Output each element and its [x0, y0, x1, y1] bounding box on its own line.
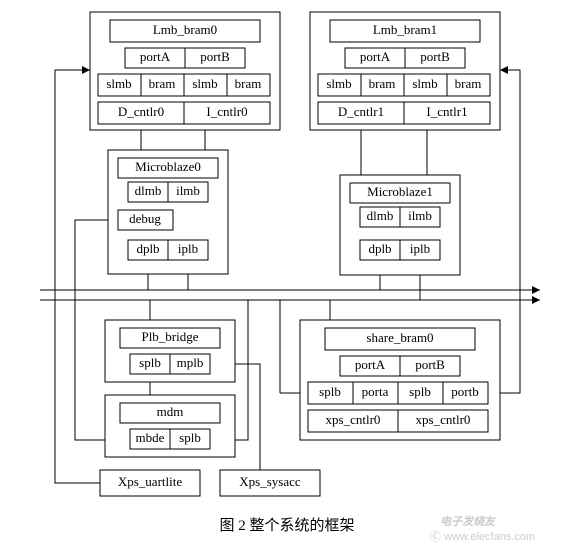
mb1-dplb: dplb [368, 241, 391, 256]
bram1-porta: portA [360, 49, 391, 64]
bram0-title: Lmb_bram0 [153, 22, 217, 37]
conn-left-outer [55, 70, 100, 483]
bram0-cell1: bram [149, 76, 176, 91]
bram0-cell0: slmb [106, 76, 131, 91]
share-porta: portA [355, 357, 386, 372]
mb0-ilmb: ilmb [176, 183, 200, 198]
bram1-cell0: slmb [326, 76, 351, 91]
plb-mplb: mplb [177, 355, 204, 370]
bram0-cell2: slmb [192, 76, 217, 91]
bram1-portb: portB [420, 49, 450, 64]
mb1-iplb: iplb [410, 241, 430, 256]
share-cell1: porta [362, 384, 389, 399]
plb-title: Plb_bridge [141, 329, 198, 344]
mb1-dlmb: dlmb [367, 208, 394, 223]
mdm-title: mdm [157, 404, 184, 419]
watermark-1: 电子发烧友 [440, 515, 497, 528]
bram0-porta: portA [140, 49, 171, 64]
bram0-icntlr: I_cntlr0 [206, 104, 247, 119]
watermark-2: Ⓒ www.elecfans.com [430, 530, 535, 543]
share-portb: portB [415, 357, 445, 372]
bram1-dcntlr: D_cntlr1 [338, 104, 384, 119]
arrow-bus2 [532, 296, 540, 304]
system-diagram: Lmb_bram0 portA portB slmb bram slmb bra… [0, 0, 574, 559]
bram1-cell2: slmb [412, 76, 437, 91]
mdm-splb: splb [179, 430, 201, 445]
mb0-debug: debug [129, 211, 161, 226]
conn-right-outer [500, 70, 520, 393]
mdm-mbde: mbde [136, 430, 165, 445]
arrow-left-outer [82, 66, 90, 74]
bram0-portb: portB [200, 49, 230, 64]
bram1-icntlr: I_cntlr1 [426, 104, 467, 119]
bram0-cell3: bram [235, 76, 262, 91]
uartlite: Xps_uartlite [118, 474, 182, 489]
mb0-iplb: iplb [178, 241, 198, 256]
mb0-dlmb: dlmb [135, 183, 162, 198]
conn-mdm-bus [235, 300, 248, 440]
share-title: share_bram0 [366, 330, 433, 345]
sysacc: Xps_sysacc [239, 474, 301, 489]
mb0-dplb: dplb [136, 241, 159, 256]
share-cell3: portb [451, 384, 478, 399]
share-xps1: xps_cntlr0 [416, 412, 471, 427]
bram1-title: Lmb_bram1 [373, 22, 437, 37]
bram0-dcntlr: D_cntlr0 [118, 104, 164, 119]
conn-mb0-mdm [75, 220, 108, 440]
mb1-ilmb: ilmb [408, 208, 432, 223]
mb1-title: Microblaze1 [367, 184, 433, 199]
share-xps0: xps_cntlr0 [326, 412, 381, 427]
bram1-cell1: bram [369, 76, 396, 91]
plb-splb: splb [139, 355, 161, 370]
arrow-bus1 [532, 286, 540, 294]
figure-caption: 图 2 整个系统的框架 [219, 517, 354, 534]
share-cell0: splb [319, 384, 341, 399]
share-cell2: splb [409, 384, 431, 399]
bram1-cell3: bram [455, 76, 482, 91]
arrow-right-outer [500, 66, 508, 74]
mb0-title: Microblaze0 [135, 159, 201, 174]
